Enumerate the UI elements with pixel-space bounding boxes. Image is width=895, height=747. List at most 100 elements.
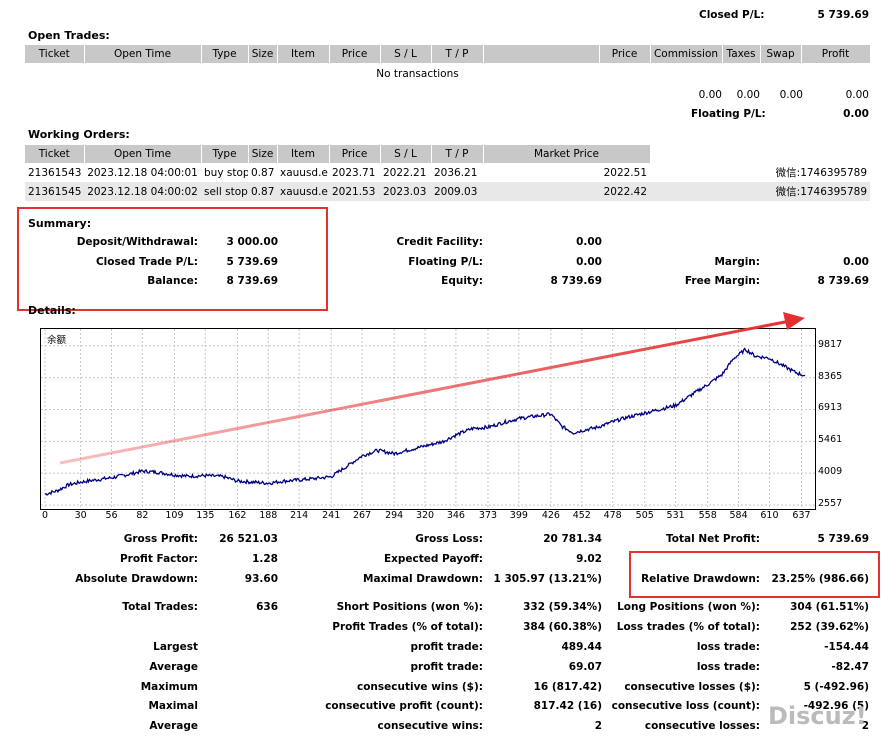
- credit-value: 0.00: [576, 236, 602, 248]
- working-orders-table: Ticket Open Time Type Size Item Price S …: [25, 145, 871, 201]
- max-drawdown-value: 1 305.97 (13.21%): [493, 573, 602, 585]
- y-tick-label: 4009: [818, 466, 843, 478]
- closed-pl-label: Closed P/L:: [699, 9, 765, 21]
- summary-highlight-box: [17, 207, 328, 311]
- wo-col-sl: S / L: [380, 145, 432, 163]
- order-sl: 2023.03: [380, 182, 431, 201]
- long-positions-value: 304 (61.51%): [790, 601, 869, 613]
- average2-label: Average: [149, 720, 198, 732]
- loss-trades-value: 252 (39.62%): [790, 621, 869, 633]
- col-commission: Commission: [650, 45, 723, 63]
- maximal-label: Maximal: [148, 700, 198, 712]
- working-orders-header-row: Ticket Open Time Type Size Item Price S …: [25, 145, 871, 163]
- details-title: Details:: [28, 304, 76, 317]
- order-market-price: 2022.51: [603, 166, 647, 179]
- rel-drawdown-value: 23.25% (986.66): [771, 573, 869, 585]
- largest-profit-label: profit trade:: [410, 641, 484, 653]
- gross-profit-value: 26 521.03: [219, 533, 278, 545]
- maximal-consec-loss-value: -492.96 (5): [803, 700, 869, 712]
- order-time: 2023.12.18 04:00:01: [87, 166, 198, 179]
- equity-label: Equity:: [441, 275, 483, 287]
- col-type: Type: [201, 45, 249, 63]
- max-consec-wins-label: consecutive wins ($):: [356, 681, 483, 693]
- deposit-label: Deposit/Withdrawal:: [76, 236, 198, 248]
- avg-consec-wins-value: 2: [594, 720, 602, 732]
- avg-consec-wins-label: consecutive wins:: [377, 720, 483, 732]
- margin-value: 0.00: [843, 256, 869, 268]
- x-tick-label: 426: [541, 510, 560, 521]
- x-tick-label: 294: [385, 510, 404, 521]
- col-tp: T / P: [431, 45, 484, 63]
- wo-col-open-time: Open Time: [84, 145, 202, 163]
- free-margin-value: 8 739.69: [817, 275, 869, 287]
- order-blank: [650, 182, 766, 201]
- x-tick-label: 505: [635, 510, 654, 521]
- order-type: buy stop: [204, 166, 248, 179]
- loss-trades-label: Loss trades (% of total):: [616, 621, 760, 633]
- x-tick-label: 452: [572, 510, 591, 521]
- total-taxes: 0.00: [736, 89, 760, 101]
- order-price: 2023.71: [332, 166, 376, 179]
- open-trades-title: Open Trades:: [28, 29, 110, 42]
- rel-drawdown-label: Relative Drawdown:: [641, 573, 760, 585]
- x-tick-label: 558: [698, 510, 717, 521]
- max-consec-wins-value: 16 (817.42): [533, 681, 602, 693]
- x-tick-label: 346: [446, 510, 465, 521]
- order-ticket: 21361543: [28, 166, 82, 179]
- col-size: Size: [248, 45, 278, 63]
- x-tick-label: 56: [105, 510, 118, 521]
- x-tick-label: 399: [509, 510, 528, 521]
- abs-drawdown-value: 93.60: [244, 573, 278, 585]
- x-tick-label: 82: [136, 510, 149, 521]
- y-tick-label: 5461: [818, 434, 843, 446]
- no-transactions-text: No transactions: [376, 68, 459, 80]
- open-floating-label: Floating P/L:: [691, 108, 766, 120]
- gross-loss-value: 20 781.34: [543, 533, 602, 545]
- expected-payoff-value: 9.02: [576, 553, 602, 565]
- open-trades-table: Ticket Open Time Type Size Item Price S …: [25, 45, 871, 63]
- margin-label: Margin:: [714, 256, 760, 268]
- total-trades-value: 636: [256, 601, 278, 613]
- total-trades-label: Total Trades:: [122, 601, 198, 613]
- y-tick-label: 8365: [818, 370, 843, 382]
- open-floating-value: 0.00: [843, 108, 869, 120]
- col-taxes: Taxes: [722, 45, 761, 63]
- wo-col-market-price: Market Price: [483, 145, 651, 163]
- total-net-value: 5 739.69: [817, 533, 869, 545]
- x-tick-label: 30: [74, 510, 87, 521]
- order-tp: 2009.03: [431, 182, 483, 201]
- maximum-label: Maximum: [140, 681, 198, 693]
- table-row: 21361543 2023.12.18 04:00:01 buy stop 0.…: [25, 163, 870, 182]
- total-profit: 0.00: [845, 89, 869, 101]
- col-ticket: Ticket: [25, 45, 85, 63]
- credit-label: Credit Facility:: [396, 236, 483, 248]
- long-positions-label: Long Positions (won %):: [617, 601, 760, 613]
- x-tick-label: 584: [729, 510, 748, 521]
- open-trades-header-row: Ticket Open Time Type Size Item Price S …: [25, 45, 871, 63]
- largest-loss-value: -154.44: [824, 641, 869, 653]
- x-tick-label: 214: [290, 510, 309, 521]
- maximal-consec-profit-label: consecutive profit (count):: [325, 700, 483, 712]
- y-tick-label: 2557: [818, 498, 843, 509]
- order-size: 0.87: [248, 182, 277, 201]
- y-tick-label: 6913: [818, 402, 843, 414]
- col-blank: [483, 45, 600, 63]
- order-item: xauusd.e: [280, 166, 328, 179]
- x-tick-label: 241: [322, 510, 341, 521]
- closed-pl-value: 5 739.69: [817, 9, 869, 21]
- chart-title: 余额: [47, 335, 67, 346]
- largest-label: Largest: [153, 641, 198, 653]
- x-tick-label: 531: [666, 510, 685, 521]
- wo-col-price: Price: [329, 145, 381, 163]
- col-sl: S / L: [380, 45, 432, 63]
- order-ticket: 21361545: [25, 182, 84, 201]
- x-tick-label: 109: [165, 510, 184, 521]
- free-margin-label: Free Margin:: [684, 275, 760, 287]
- total-swap: 0.00: [779, 89, 803, 101]
- x-tick-label: 135: [196, 510, 215, 521]
- wo-col-size: Size: [248, 145, 278, 163]
- gross-loss-label: Gross Loss:: [415, 533, 483, 545]
- gross-profit-label: Gross Profit:: [123, 533, 198, 545]
- x-tick-label: 162: [228, 510, 247, 521]
- order-item: xauusd.e: [277, 182, 329, 201]
